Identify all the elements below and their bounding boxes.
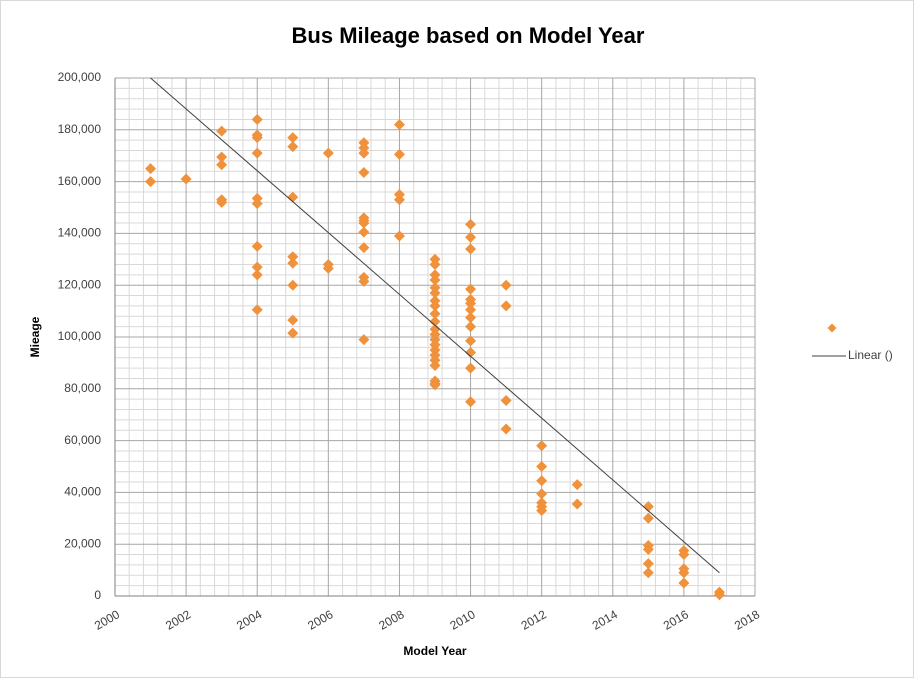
data-point xyxy=(465,283,477,295)
data-point xyxy=(713,589,725,601)
data-point xyxy=(571,479,583,491)
data-point xyxy=(358,275,370,287)
data-point xyxy=(465,297,477,309)
data-point xyxy=(393,194,405,206)
data-point xyxy=(429,308,441,320)
data-point xyxy=(251,304,263,316)
data-point xyxy=(251,269,263,281)
y-tick-label: 60,000 xyxy=(64,433,101,447)
data-point xyxy=(642,543,654,555)
data-point xyxy=(500,423,512,435)
data-point xyxy=(536,505,548,517)
data-point xyxy=(429,287,441,299)
data-point xyxy=(358,242,370,254)
data-point xyxy=(393,230,405,242)
data-point xyxy=(536,488,548,500)
data-point xyxy=(358,147,370,159)
data-point xyxy=(393,148,405,160)
data-point xyxy=(465,304,477,316)
data-point xyxy=(429,315,441,327)
data-point xyxy=(465,312,477,324)
data-point xyxy=(500,300,512,312)
data-point xyxy=(465,347,477,359)
y-tick-label: 120,000 xyxy=(58,277,102,291)
y-tick-label: 100,000 xyxy=(58,329,102,343)
y-tick-label: 140,000 xyxy=(58,226,102,240)
data-point xyxy=(642,501,654,513)
data-point xyxy=(429,258,441,270)
y-tick-label: 200,000 xyxy=(58,70,102,84)
data-point xyxy=(287,257,299,269)
data-point xyxy=(251,113,263,125)
legend-marker xyxy=(827,323,837,333)
data-point xyxy=(358,226,370,238)
data-point xyxy=(358,334,370,346)
data-point xyxy=(145,176,157,188)
data-point xyxy=(287,251,299,263)
data-point xyxy=(180,173,192,185)
data-point xyxy=(429,379,441,391)
y-tick-label: 40,000 xyxy=(64,485,101,499)
y-axis-title: Mieage xyxy=(28,316,42,357)
chart-title: Bus Mileage based on Model Year xyxy=(292,23,645,48)
y-tick-label: 160,000 xyxy=(58,174,102,188)
data-point xyxy=(216,196,228,208)
data-point xyxy=(251,132,263,144)
data-point xyxy=(251,240,263,252)
y-tick-label: 0 xyxy=(94,588,101,602)
data-point xyxy=(642,558,654,570)
data-point xyxy=(465,321,477,333)
data-point xyxy=(393,119,405,131)
y-tick-label: 80,000 xyxy=(64,381,101,395)
data-point xyxy=(642,567,654,579)
data-point xyxy=(465,396,477,408)
data-point xyxy=(678,549,690,561)
data-point xyxy=(358,217,370,229)
y-tick-label: 180,000 xyxy=(58,122,102,136)
y-tick-label: 20,000 xyxy=(64,536,101,550)
data-point xyxy=(216,125,228,137)
data-point xyxy=(536,461,548,472)
data-point xyxy=(251,198,263,210)
data-point xyxy=(500,394,512,406)
data-point xyxy=(251,147,263,159)
data-point xyxy=(358,167,370,179)
data-point xyxy=(642,512,654,524)
data-point xyxy=(465,362,477,374)
data-point xyxy=(145,163,157,175)
x-axis-title: Model Year xyxy=(403,644,466,658)
data-point xyxy=(287,132,299,144)
data-point xyxy=(678,577,690,589)
data-point xyxy=(571,498,583,510)
data-point xyxy=(216,151,228,163)
data-point xyxy=(429,274,441,286)
data-point xyxy=(536,475,548,487)
data-point xyxy=(429,300,441,312)
data-point xyxy=(465,243,477,255)
data-point xyxy=(465,335,477,347)
data-point xyxy=(429,359,441,371)
data-point xyxy=(287,327,299,339)
trendline xyxy=(150,77,720,574)
data-point xyxy=(287,141,299,153)
data-point xyxy=(287,314,299,326)
data-point xyxy=(322,147,334,159)
data-point xyxy=(536,440,548,452)
data-point xyxy=(500,279,512,291)
data-point xyxy=(678,567,690,579)
data-point xyxy=(465,218,477,230)
data-point xyxy=(287,279,299,291)
data-point xyxy=(465,231,477,243)
legend-label: Linear () xyxy=(848,348,893,362)
data-point xyxy=(216,159,228,171)
data-point xyxy=(322,262,334,274)
data-point xyxy=(251,261,263,273)
